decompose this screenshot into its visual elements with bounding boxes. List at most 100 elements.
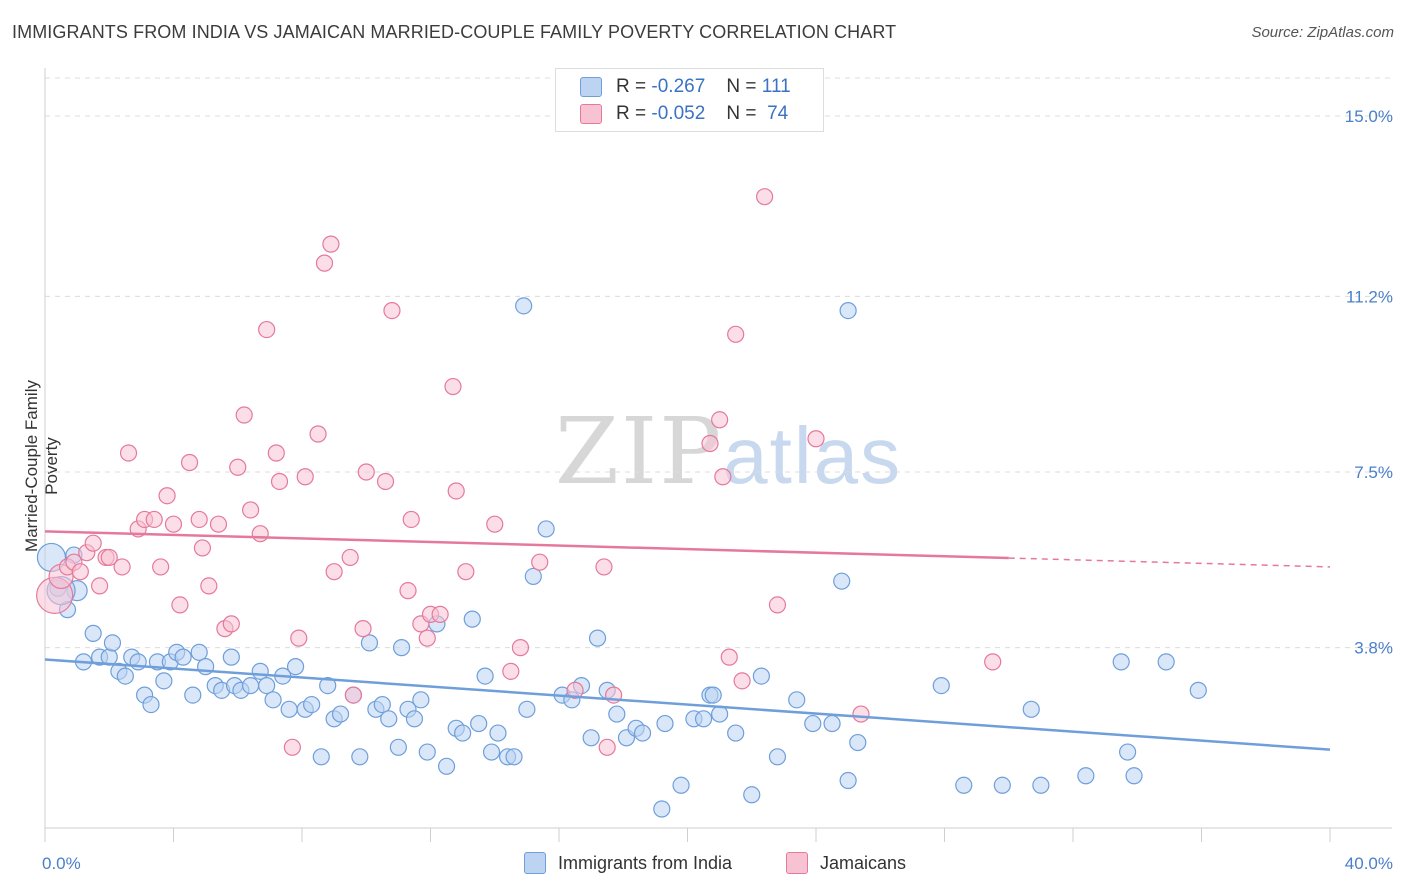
data-point-jamaica	[431, 605, 449, 623]
data-point-jamaica	[341, 548, 359, 567]
data-point-jamaica	[701, 434, 719, 453]
data-point-jamaica	[91, 577, 109, 595]
x-tick-label-max: 40.0%	[1345, 854, 1393, 873]
data-point-jamaica	[84, 534, 102, 552]
data-point-jamaica	[768, 596, 787, 614]
data-point-india	[849, 733, 867, 752]
bottom-legend-swatch-india	[524, 852, 546, 874]
data-point-jamaica	[152, 558, 170, 576]
data-point-jamaica	[807, 430, 825, 448]
data-point-jamaica	[190, 510, 208, 529]
data-point-india	[264, 691, 282, 709]
data-point-jamaica	[193, 539, 212, 557]
data-point-jamaica	[145, 510, 163, 529]
correlation-legend: R = -0.267 N = 111 R = -0.052 N = 74	[555, 68, 824, 132]
data-point-india	[768, 748, 787, 766]
data-point-jamaica	[283, 738, 301, 756]
data-point-jamaica	[119, 444, 138, 462]
legend-n-value-jamaica: 74	[767, 103, 789, 124]
data-point-jamaica	[235, 406, 253, 424]
data-point-india	[672, 776, 690, 794]
data-point-india	[839, 771, 857, 790]
data-point-jamaica	[727, 325, 745, 343]
data-point-india	[743, 786, 761, 804]
data-point-jamaica	[486, 515, 504, 533]
data-point-india	[470, 714, 488, 733]
data-point-jamaica	[267, 444, 285, 462]
data-point-india	[392, 639, 411, 657]
data-point-jamaica	[598, 738, 616, 756]
trend-line-jamaica	[44, 530, 1009, 560]
data-point-india	[993, 776, 1011, 794]
data-point-jamaica	[402, 510, 420, 529]
legend-r-value-india: -0.267	[651, 76, 706, 97]
trend-line-extension-jamaica	[1008, 557, 1331, 568]
data-point-india	[418, 743, 436, 761]
data-point-india	[518, 700, 536, 718]
data-point-india	[524, 567, 542, 586]
data-point-india	[727, 724, 745, 742]
data-point-india	[588, 629, 607, 647]
data-point-india	[1032, 776, 1050, 794]
data-point-jamaica	[322, 235, 340, 253]
data-point-jamaica	[447, 482, 465, 500]
data-point-india	[103, 634, 122, 652]
legend-row-jamaica: R = -0.052 N = 74	[580, 102, 788, 126]
data-point-jamaica	[511, 639, 530, 657]
data-point-india	[1022, 700, 1040, 718]
data-point-india	[537, 520, 555, 538]
data-point-india	[331, 705, 350, 723]
data-point-india	[242, 676, 260, 695]
data-point-india	[482, 743, 501, 761]
data-point-india	[823, 714, 841, 733]
data-point-jamaica	[158, 487, 176, 505]
data-point-jamaica	[354, 620, 372, 638]
data-point-jamaica	[229, 458, 247, 476]
watermark-atlas: atlas	[723, 411, 903, 500]
data-point-india	[84, 624, 102, 642]
legend-r-label: R =	[616, 76, 647, 97]
data-point-india	[704, 686, 722, 704]
legend-swatch-jamaica	[580, 104, 602, 124]
bottom-legend-swatch-jamaica	[786, 852, 808, 874]
data-point-india	[804, 714, 822, 733]
data-point-india	[515, 297, 533, 315]
data-point-india	[142, 695, 160, 714]
data-point-jamaica	[714, 468, 732, 486]
data-point-india	[1125, 767, 1143, 785]
data-point-india	[155, 672, 173, 690]
data-point-jamaica	[180, 453, 199, 472]
data-point-india	[1112, 653, 1130, 671]
legend-n-label: N =	[726, 103, 757, 124]
data-point-jamaica	[315, 254, 334, 272]
data-point-jamaica	[531, 553, 549, 571]
watermark-zip: ZIP	[555, 398, 724, 505]
data-point-jamaica	[711, 411, 729, 429]
data-point-jamaica	[258, 320, 276, 339]
data-point-india	[932, 676, 950, 695]
data-point-jamaica	[399, 582, 417, 600]
y-tick-label: 7.5%	[1354, 463, 1393, 482]
data-point-jamaica	[325, 563, 343, 581]
data-point-jamaica	[502, 662, 520, 680]
data-point-jamaica	[309, 425, 327, 443]
data-point-india	[319, 676, 337, 695]
data-point-india	[454, 724, 472, 742]
data-point-india	[955, 776, 973, 794]
legend-n-label: N =	[726, 76, 757, 97]
data-point-jamaica	[984, 653, 1002, 671]
data-point-jamaica	[100, 548, 118, 567]
trend-line-india	[44, 658, 1331, 751]
data-point-india	[389, 738, 407, 756]
data-point-india	[788, 691, 806, 709]
data-point-jamaica	[720, 648, 738, 666]
legend-swatch-india	[580, 77, 602, 97]
data-point-india	[184, 686, 202, 704]
data-point-india	[380, 710, 398, 728]
chart-title: IMMIGRANTS FROM INDIA VS JAMAICAN MARRIE…	[12, 22, 897, 42]
data-point-india	[116, 667, 134, 685]
data-point-india	[505, 748, 523, 766]
data-point-india	[286, 658, 305, 676]
data-point-india	[582, 729, 600, 747]
data-point-india	[1189, 681, 1207, 699]
